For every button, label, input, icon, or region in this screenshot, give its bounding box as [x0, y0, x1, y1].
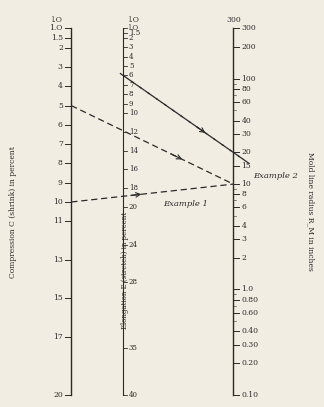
Text: 35: 35 [129, 344, 138, 352]
Text: 0.20: 0.20 [241, 359, 258, 367]
Text: 10: 10 [241, 180, 251, 188]
Text: 0.30: 0.30 [241, 341, 259, 348]
Text: 8: 8 [129, 90, 133, 98]
Text: 16: 16 [129, 165, 138, 173]
Text: 2: 2 [241, 254, 246, 262]
Text: 7: 7 [58, 140, 63, 148]
Text: 30: 30 [241, 130, 251, 138]
Text: 6: 6 [241, 204, 246, 212]
Text: 4: 4 [241, 222, 246, 230]
Text: 0.40: 0.40 [241, 327, 258, 335]
Text: l.O: l.O [129, 24, 139, 33]
Text: 24: 24 [129, 241, 138, 249]
Text: 2: 2 [129, 34, 133, 42]
Text: 15: 15 [53, 294, 63, 302]
Text: 2: 2 [58, 44, 63, 52]
Text: 20: 20 [129, 203, 138, 211]
Text: 60: 60 [241, 98, 251, 106]
Text: 3: 3 [129, 43, 133, 51]
Text: 7: 7 [129, 81, 133, 89]
Text: Example 1: Example 1 [164, 200, 209, 208]
Text: 8: 8 [58, 160, 63, 167]
Text: 1.O: 1.O [50, 24, 63, 33]
Text: 0.10: 0.10 [241, 391, 258, 399]
Text: Compression C (shrink) in percent: Compression C (shrink) in percent [9, 146, 17, 278]
Text: 14: 14 [129, 147, 138, 155]
Text: 11: 11 [53, 217, 63, 225]
Text: 100: 100 [241, 75, 256, 83]
Text: 1.5: 1.5 [129, 29, 140, 37]
Text: 13: 13 [53, 256, 63, 264]
Text: 300: 300 [241, 24, 256, 33]
Text: 4: 4 [129, 53, 133, 61]
Text: 10: 10 [53, 198, 63, 206]
Text: Mold line radius R_M in inches: Mold line radius R_M in inches [307, 152, 315, 271]
Text: 3: 3 [241, 235, 246, 243]
Text: Example 2: Example 2 [253, 172, 298, 180]
Text: 80: 80 [241, 85, 251, 93]
Text: 17: 17 [53, 333, 63, 341]
Text: 6: 6 [58, 121, 63, 129]
Text: 1.0: 1.0 [241, 285, 253, 293]
Text: 20: 20 [241, 149, 251, 156]
Text: 8: 8 [241, 190, 246, 198]
Text: 15: 15 [241, 162, 251, 170]
Text: 5: 5 [58, 102, 63, 109]
Text: 300: 300 [226, 15, 241, 24]
Text: Elongation E (stretch) in percent: Elongation E (stretch) in percent [121, 212, 129, 329]
Text: 40: 40 [241, 117, 251, 125]
Text: 12: 12 [129, 128, 138, 136]
Text: 1.5: 1.5 [51, 34, 63, 42]
Text: 5: 5 [129, 62, 133, 70]
Text: 0.60: 0.60 [241, 309, 258, 317]
Text: 200: 200 [241, 43, 256, 51]
Text: 18: 18 [129, 184, 138, 192]
Text: 0.80: 0.80 [241, 295, 258, 304]
Text: 40: 40 [129, 391, 138, 399]
Text: 28: 28 [129, 278, 138, 286]
Text: 9: 9 [58, 179, 63, 187]
Text: 10: 10 [129, 109, 138, 117]
Text: 6: 6 [129, 72, 133, 79]
Text: l.O: l.O [129, 16, 140, 24]
Text: 3: 3 [58, 63, 63, 71]
Text: 20: 20 [53, 391, 63, 399]
Text: l.O: l.O [52, 16, 63, 24]
Text: 4: 4 [58, 82, 63, 90]
Text: 9: 9 [129, 100, 133, 107]
